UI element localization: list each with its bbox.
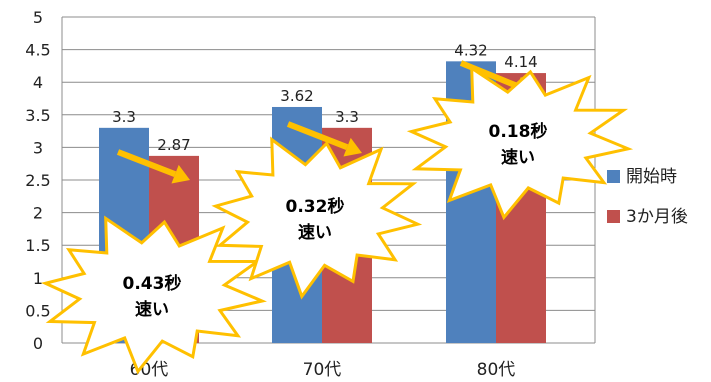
- y-tick-label: 1: [33, 269, 43, 288]
- data-label: 4.14: [504, 53, 537, 71]
- annotation-line2: 速い: [135, 299, 169, 320]
- data-label: 3.62: [280, 87, 313, 105]
- y-axis-ticks: 0 0.5 1 1.5 2 2.5 3 3.5 4 4.5 5: [25, 8, 50, 353]
- arrow-shaft: [286, 121, 349, 150]
- legend-swatch: [607, 170, 620, 183]
- arrow-head: [343, 137, 362, 157]
- y-tick-label: 4.5: [25, 41, 50, 60]
- annotation-line1: 0.32秒: [286, 196, 345, 217]
- y-tick-label: 5: [33, 8, 43, 27]
- legend-swatch: [607, 210, 620, 223]
- x-category-label: 70代: [303, 360, 342, 380]
- data-label: 3.3: [112, 108, 136, 126]
- data-labels: 3.3 2.87 3.62 3.3 4.32 4.14: [112, 41, 538, 154]
- y-tick-label: 2: [33, 204, 43, 223]
- legend-label: 開始時: [626, 167, 677, 187]
- annotation-line2: 速い: [298, 222, 332, 243]
- data-label: 3.3: [335, 108, 359, 126]
- arrow-head: [171, 164, 190, 184]
- legend: 開始時 3か月後: [607, 167, 688, 227]
- y-tick-label: 4: [33, 73, 43, 92]
- legend-label: 3か月後: [626, 207, 688, 227]
- y-tick-label: 0.5: [25, 301, 50, 320]
- arrow-shaft: [116, 149, 177, 177]
- annotation-line2: 速い: [501, 147, 535, 168]
- y-tick-label: 0: [33, 334, 43, 353]
- y-tick-label: 1.5: [25, 236, 50, 255]
- data-label: 4.32: [454, 41, 487, 59]
- y-tick-label: 2.5: [25, 171, 50, 190]
- x-axis-categories: 60代 70代 80代: [130, 360, 516, 380]
- y-tick-label: 3: [33, 138, 43, 157]
- x-category-label: 80代: [477, 360, 516, 380]
- annotation-line1: 0.43秒: [123, 273, 182, 294]
- starburst-shape: [406, 65, 634, 221]
- annotation-line1: 0.18秒: [489, 121, 548, 142]
- starburst-shape: [211, 136, 423, 300]
- y-tick-label: 3.5: [25, 106, 50, 125]
- data-label: 2.87: [157, 136, 190, 154]
